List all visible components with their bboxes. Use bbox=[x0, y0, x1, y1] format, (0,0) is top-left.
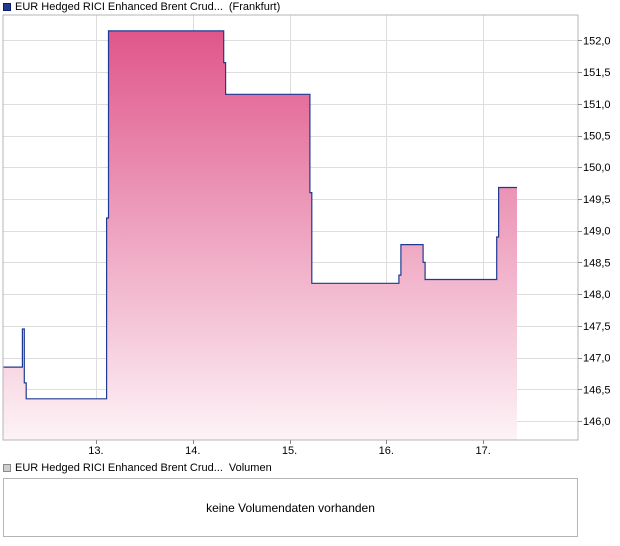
price-chart: CHECK 13. 14. 15. 16. 17. 146,0 146,5 147,0 147… bbox=[2, 14, 611, 457]
price-legend: EUR Hedged RICI Enhanced Brent Crud... (… bbox=[3, 0, 280, 14]
price-series-swatch bbox=[3, 3, 11, 11]
y-axis: 146,0 146,5 147,0 147,5 148,0 148,5 149,0 149,5… bbox=[578, 35, 611, 428]
watermark: CHECK bbox=[312, 230, 385, 252]
volume-panel: keine Volumendaten vorhanden bbox=[3, 478, 578, 537]
x-tick-label: 14. bbox=[185, 445, 200, 457]
y-tick-label: 149,0 bbox=[583, 226, 611, 238]
y-tick-label: 148,0 bbox=[583, 289, 611, 301]
y-tick-label: 147,5 bbox=[583, 321, 611, 333]
y-tick-label: 150,5 bbox=[583, 131, 611, 143]
y-tick-label: 152,0 bbox=[583, 35, 611, 47]
y-tick-label: 146,0 bbox=[583, 416, 611, 428]
y-tick-label: 147,0 bbox=[583, 353, 611, 365]
volume-series-name: EUR Hedged RICI Enhanced Brent Crud... bbox=[15, 462, 223, 474]
x-tick-label: 15. bbox=[282, 445, 297, 457]
no-volume-message: keine Volumendaten vorhanden bbox=[206, 500, 375, 515]
volume-legend: EUR Hedged RICI Enhanced Brent Crud... V… bbox=[3, 461, 272, 475]
y-tick-label: 146,5 bbox=[583, 384, 611, 396]
volume-series-swatch bbox=[3, 464, 11, 472]
volume-label: Volumen bbox=[228, 462, 272, 474]
price-series-name: EUR Hedged RICI Enhanced Brent Crud... bbox=[15, 1, 223, 13]
x-tick-label: 17. bbox=[475, 445, 490, 457]
y-tick-label: 151,5 bbox=[583, 67, 611, 79]
y-tick-label: 151,0 bbox=[583, 99, 611, 111]
x-axis: 13. 14. 15. 16. 17. bbox=[88, 440, 491, 457]
y-tick-label: 148,5 bbox=[583, 257, 611, 269]
exchange-label: (Frankfurt) bbox=[228, 1, 281, 13]
x-tick-label: 13. bbox=[88, 445, 103, 457]
price-line bbox=[3, 30, 517, 400]
price-area-fill bbox=[3, 30, 517, 440]
y-tick-label: 149,5 bbox=[583, 194, 611, 206]
x-tick-label: 16. bbox=[379, 445, 394, 457]
y-tick-label: 150,0 bbox=[583, 162, 611, 174]
